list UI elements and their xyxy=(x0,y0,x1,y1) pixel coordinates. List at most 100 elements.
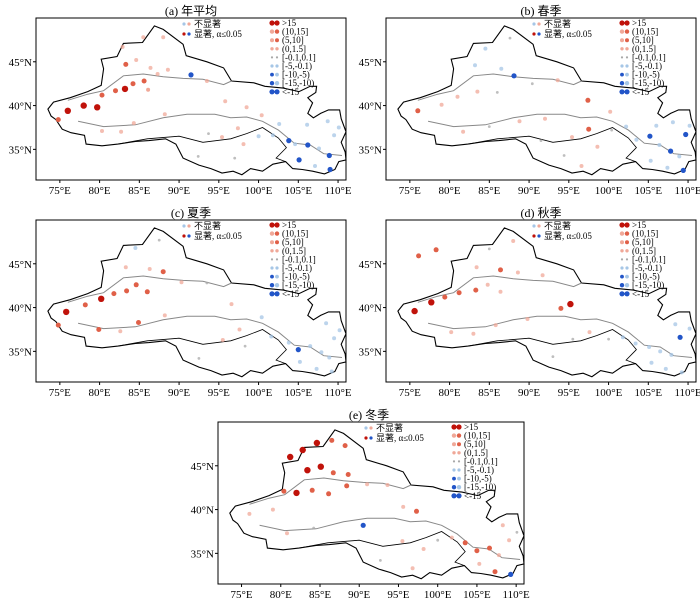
legend-swatch xyxy=(187,32,191,36)
station-point xyxy=(270,133,275,138)
legend-label: [-15,-10) xyxy=(282,78,314,88)
station-point xyxy=(133,246,138,250)
station-point xyxy=(55,322,61,328)
station-point xyxy=(687,123,692,128)
panel-title: (e) 冬季 xyxy=(348,408,390,422)
station-point xyxy=(124,288,130,294)
station-point xyxy=(610,128,614,132)
station-point xyxy=(654,123,659,128)
station-point xyxy=(286,340,291,345)
legend-label: <-15 xyxy=(464,491,482,501)
legend-label: (0,1.5] xyxy=(632,246,656,256)
legend-swatch xyxy=(182,224,186,228)
station-point xyxy=(220,338,225,342)
station-point xyxy=(136,320,141,325)
legend-swatch xyxy=(452,442,456,447)
legend-swatch xyxy=(451,493,457,499)
station-point xyxy=(570,135,574,140)
x-tick-label: 80°E xyxy=(439,387,461,399)
station-point xyxy=(80,102,87,109)
station-point xyxy=(543,116,547,121)
station-point xyxy=(657,143,662,147)
station-point xyxy=(144,289,150,295)
station-point xyxy=(555,78,560,83)
station-point xyxy=(98,295,105,302)
station-point xyxy=(624,124,629,129)
legend-swatch xyxy=(275,274,279,279)
station-point xyxy=(123,61,129,67)
legend-label: >15 xyxy=(282,18,297,28)
station-point xyxy=(385,483,390,487)
station-point xyxy=(285,531,289,536)
station-point xyxy=(99,92,105,98)
station-point xyxy=(595,144,600,149)
legend-swatch xyxy=(270,38,274,43)
x-tick-label: 85°E xyxy=(478,387,500,399)
legend-swatch xyxy=(451,424,457,430)
station-point xyxy=(64,107,72,115)
legend-swatch xyxy=(182,234,186,238)
station-point xyxy=(515,530,519,534)
station-point xyxy=(197,357,201,360)
station-point xyxy=(379,559,382,562)
station-point xyxy=(118,329,123,334)
station-point xyxy=(433,247,439,253)
station-point xyxy=(313,439,321,447)
station-point xyxy=(233,156,237,160)
x-tick-label: 85°E xyxy=(128,387,150,399)
legend-swatch xyxy=(624,89,630,95)
station-point xyxy=(455,94,460,99)
legend-swatch xyxy=(275,56,279,59)
chart-svg: 75°E 80°E 85°E 90°E 95°E 100°E 105°E 110°E 35°N 4… xyxy=(359,219,700,399)
region-boundary xyxy=(397,25,697,176)
chart-svg: 75°E 80°E 85°E 90°E 95°E 100°E 105°E 110°E 35°N 4… xyxy=(9,219,352,399)
x-tick-label: 90°E xyxy=(348,589,370,601)
station-point xyxy=(329,369,334,374)
station-point xyxy=(515,270,520,275)
legend-label: 显著, α≤0.05 xyxy=(376,432,424,443)
y-tick-label: 45°N xyxy=(191,461,214,473)
station-point xyxy=(256,134,261,139)
station-point xyxy=(540,273,545,278)
legend-swatch xyxy=(625,240,629,245)
station-point xyxy=(120,44,125,49)
legend-label: (5,10] xyxy=(632,237,654,247)
station-point xyxy=(309,487,315,493)
legend-label: 显著, α≤0.05 xyxy=(194,28,242,39)
station-point xyxy=(336,125,341,130)
legend-swatch xyxy=(620,56,624,59)
legend-swatch xyxy=(620,240,624,245)
legend-swatch xyxy=(269,29,275,34)
station-point xyxy=(648,158,653,163)
legend-swatch xyxy=(269,283,275,288)
x-tick-label: 105°E xyxy=(634,387,662,399)
station-point xyxy=(620,335,625,340)
y-tick-label: 35°N xyxy=(191,548,214,560)
station-point xyxy=(141,78,147,84)
legend-swatch xyxy=(457,451,461,455)
station-point xyxy=(332,133,337,138)
station-point xyxy=(608,109,613,114)
station-point xyxy=(365,482,370,487)
station-point xyxy=(304,467,311,474)
legend-swatch xyxy=(269,20,275,26)
legend-swatch xyxy=(532,234,536,238)
station-point xyxy=(162,313,167,318)
y-tick-label: 40°N xyxy=(359,101,382,113)
legend-swatch xyxy=(275,72,279,77)
station-point xyxy=(119,129,124,134)
legend-swatch xyxy=(369,426,373,430)
station-point xyxy=(416,253,422,259)
station-point xyxy=(196,155,200,158)
station-point xyxy=(113,88,118,94)
station-point xyxy=(633,341,638,346)
station-point xyxy=(204,79,209,83)
x-tick-label: 100°E xyxy=(245,185,273,197)
y-tick-label: 35°N xyxy=(359,144,382,156)
legend-swatch xyxy=(452,468,456,472)
station-point xyxy=(96,327,102,332)
station-point xyxy=(133,282,139,288)
station-point xyxy=(571,337,575,341)
station-point xyxy=(517,119,522,124)
legend-swatch xyxy=(452,476,456,481)
